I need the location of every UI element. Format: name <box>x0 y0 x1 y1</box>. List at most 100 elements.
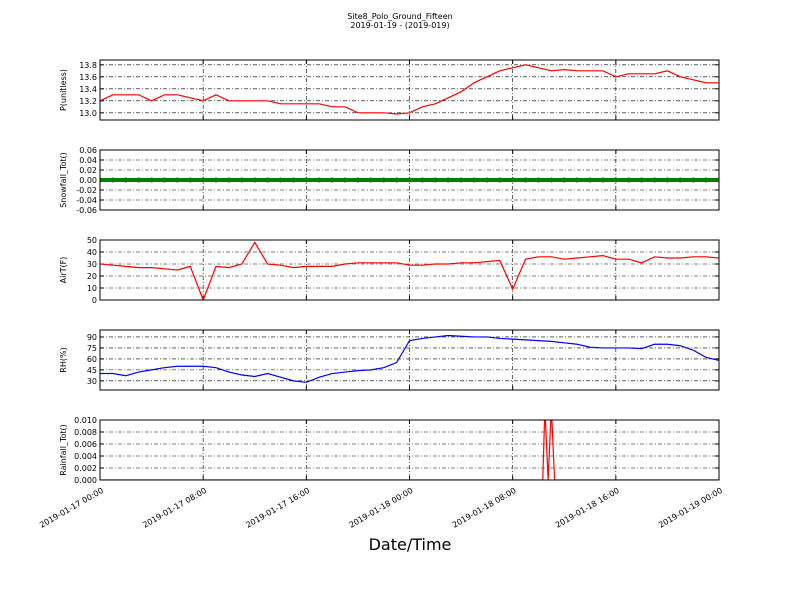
y-tick-label: 0.002 <box>74 464 97 473</box>
y-tick-label: 0.04 <box>79 156 97 165</box>
data-point <box>290 177 296 183</box>
data-point <box>303 177 309 183</box>
data-point <box>381 177 387 183</box>
y-tick-label: 13.6 <box>79 73 97 82</box>
data-point <box>690 177 696 183</box>
y-tick-label: -0.06 <box>76 206 97 215</box>
y-tick-label: -0.04 <box>76 196 97 205</box>
y-tick-label: 0.004 <box>74 452 97 461</box>
y-tick-label: 0 <box>92 296 97 305</box>
x-tick-label: 2019-01-18 00:00 <box>348 486 415 530</box>
data-point <box>561 177 567 183</box>
y-tick-label: -0.02 <box>76 186 97 195</box>
data-point <box>548 177 554 183</box>
plot-area <box>100 334 719 383</box>
y-tick-label: 13.4 <box>79 85 97 94</box>
y-tick-label: 20 <box>87 272 97 281</box>
y-axis-label: P(unitless) <box>59 69 68 111</box>
data-point <box>535 177 541 183</box>
data-point <box>587 177 593 183</box>
data-point <box>652 177 658 183</box>
data-point <box>432 177 438 183</box>
x-tick-label: 2019-01-19 00:00 <box>657 486 724 530</box>
y-tick-label: 40 <box>87 248 97 257</box>
data-point <box>458 177 464 183</box>
data-point <box>342 177 348 183</box>
data-point <box>200 177 206 183</box>
y-tick-label: 0.006 <box>74 440 97 449</box>
axes-frame <box>99 329 720 391</box>
data-point <box>213 177 219 183</box>
data-point <box>136 177 142 183</box>
data-point <box>484 177 490 183</box>
y-tick-label: 45 <box>87 366 97 375</box>
data-point <box>355 177 361 183</box>
data-point <box>394 177 400 183</box>
plot-area <box>100 177 719 183</box>
data-line <box>100 241 719 300</box>
data-point <box>161 177 167 183</box>
chart-title: Site8_Polo_Ground_Fifteen <box>347 12 452 21</box>
data-point <box>407 177 412 183</box>
data-point <box>278 177 284 183</box>
data-point <box>110 177 116 183</box>
data-line <box>100 64 719 115</box>
data-point <box>265 177 271 183</box>
axes-frame <box>99 239 720 301</box>
x-axis-label: Date/Time <box>369 535 452 554</box>
y-tick-label: 10 <box>87 284 97 293</box>
data-point <box>523 177 529 183</box>
y-tick-label: 0.00 <box>79 176 97 185</box>
data-point <box>703 177 709 183</box>
y-tick-label: 0.010 <box>74 416 97 425</box>
x-tick-label: 2019-01-17 08:00 <box>141 486 208 530</box>
y-tick-label: 75 <box>87 344 97 353</box>
x-tick-label: 2019-01-18 08:00 <box>451 486 518 530</box>
x-tick-label: 2019-01-17 00:00 <box>38 486 105 530</box>
y-tick-label: 0.008 <box>74 428 97 437</box>
data-point <box>510 177 516 183</box>
data-point <box>368 177 374 183</box>
data-point <box>100 177 103 183</box>
data-point <box>187 177 193 183</box>
data-point <box>226 177 232 183</box>
y-tick-label: 0.000 <box>74 476 97 485</box>
data-point <box>239 177 245 183</box>
axes-frame <box>99 149 720 211</box>
data-point <box>471 177 477 183</box>
data-point <box>716 177 719 183</box>
axes-frame <box>99 419 720 481</box>
data-point <box>149 177 155 183</box>
data-point <box>664 177 670 183</box>
data-point <box>613 177 619 183</box>
data-point <box>123 177 129 183</box>
y-tick-label: 13.2 <box>79 97 97 106</box>
chart-subtitle: 2019-01-19 - (2019-019) <box>350 21 449 30</box>
y-tick-label: 30 <box>87 377 97 386</box>
data-point <box>574 177 580 183</box>
data-point <box>639 177 645 183</box>
y-axis-label: RH(%) <box>59 347 68 372</box>
data-point <box>445 177 451 183</box>
y-tick-label: 50 <box>87 236 97 245</box>
data-point <box>316 177 322 183</box>
y-tick-label: 0.06 <box>79 146 97 155</box>
data-point <box>252 177 258 183</box>
y-tick-label: 13.0 <box>79 109 97 118</box>
y-tick-label: 60 <box>87 355 97 364</box>
data-point <box>600 177 606 183</box>
y-tick-label: 13.8 <box>79 61 97 70</box>
plot-area <box>100 64 719 115</box>
y-axis-label: Rainfall_Tot() <box>59 424 68 476</box>
data-point <box>626 177 632 183</box>
data-point <box>329 177 335 183</box>
y-axis-label: AirT(F) <box>59 257 68 284</box>
y-tick-label: 0.02 <box>79 166 97 175</box>
data-point <box>419 177 425 183</box>
data-point <box>677 177 683 183</box>
y-axis-label: Snowfall_Tot() <box>59 152 68 208</box>
data-point <box>497 177 503 183</box>
data-line <box>100 334 719 383</box>
x-tick-label: 2019-01-18 16:00 <box>554 486 621 530</box>
